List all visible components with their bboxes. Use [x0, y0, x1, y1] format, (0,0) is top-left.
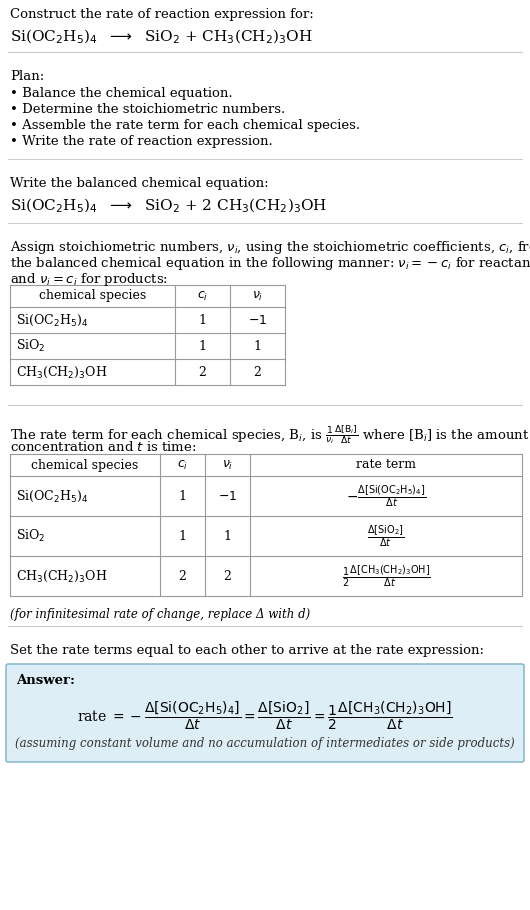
Text: • Determine the stoichiometric numbers.: • Determine the stoichiometric numbers.	[10, 103, 285, 116]
Text: 1: 1	[179, 490, 187, 502]
Text: concentration and $t$ is time:: concentration and $t$ is time:	[10, 440, 197, 454]
FancyBboxPatch shape	[6, 664, 524, 762]
Text: SiO$_2$: SiO$_2$	[16, 528, 46, 544]
Text: rate term: rate term	[356, 459, 416, 471]
Text: 1: 1	[179, 530, 187, 542]
Text: CH$_3$(CH$_2$)$_3$OH: CH$_3$(CH$_2$)$_3$OH	[16, 364, 108, 379]
Text: and $\nu_i = c_i$ for products:: and $\nu_i = c_i$ for products:	[10, 271, 168, 288]
Text: the balanced chemical equation in the following manner: $\nu_i = -c_i$ for react: the balanced chemical equation in the fo…	[10, 255, 530, 272]
Text: $-1$: $-1$	[218, 490, 237, 502]
Text: $\nu_i$: $\nu_i$	[252, 289, 263, 302]
Text: $-\frac{\Delta[\mathrm{Si(OC_2H_5)_4}]}{\Delta t}$: $-\frac{\Delta[\mathrm{Si(OC_2H_5)_4}]}{…	[346, 483, 426, 509]
Text: $\nu_i$: $\nu_i$	[222, 459, 233, 471]
Text: 1: 1	[224, 530, 232, 542]
Text: • Write the rate of reaction expression.: • Write the rate of reaction expression.	[10, 135, 273, 148]
Text: 1: 1	[253, 339, 261, 352]
Text: chemical species: chemical species	[31, 459, 139, 471]
Text: Write the balanced chemical equation:: Write the balanced chemical equation:	[10, 177, 269, 190]
Text: Construct the rate of reaction expression for:: Construct the rate of reaction expressio…	[10, 8, 314, 21]
Text: 2: 2	[224, 570, 232, 582]
Text: • Balance the chemical equation.: • Balance the chemical equation.	[10, 87, 233, 100]
Text: $\frac{1}{2}\frac{\Delta[\mathrm{CH_3(CH_2)_3OH}]}{\Delta t}$: $\frac{1}{2}\frac{\Delta[\mathrm{CH_3(CH…	[341, 563, 430, 589]
Text: (for infinitesimal rate of change, replace Δ with d): (for infinitesimal rate of change, repla…	[10, 608, 310, 621]
Text: CH$_3$(CH$_2$)$_3$OH: CH$_3$(CH$_2$)$_3$OH	[16, 569, 108, 583]
Text: Si(OC$_2$H$_5$)$_4$: Si(OC$_2$H$_5$)$_4$	[16, 489, 88, 503]
Text: Plan:: Plan:	[10, 70, 44, 83]
Text: rate $= -\dfrac{\Delta[\mathrm{Si(OC_2H_5)_4}]}{\Delta t} = \dfrac{\Delta[\mathr: rate $= -\dfrac{\Delta[\mathrm{Si(OC_2H_…	[77, 700, 453, 733]
Text: The rate term for each chemical species, B$_i$, is $\frac{1}{\nu_i}\frac{\Delta[: The rate term for each chemical species,…	[10, 423, 529, 446]
Text: $c_i$: $c_i$	[177, 459, 188, 471]
Text: Set the rate terms equal to each other to arrive at the rate expression:: Set the rate terms equal to each other t…	[10, 644, 484, 657]
Text: 2: 2	[199, 366, 207, 379]
Text: SiO$_2$: SiO$_2$	[16, 338, 46, 354]
Text: (assuming constant volume and no accumulation of intermediates or side products): (assuming constant volume and no accumul…	[15, 737, 515, 750]
Text: Si(OC$_2$H$_5$)$_4$  $\longrightarrow$  SiO$_2$ + CH$_3$(CH$_2$)$_3$OH: Si(OC$_2$H$_5$)$_4$ $\longrightarrow$ Si…	[10, 28, 313, 46]
Text: • Assemble the rate term for each chemical species.: • Assemble the rate term for each chemic…	[10, 119, 360, 132]
Text: chemical species: chemical species	[39, 289, 146, 302]
Text: Si(OC$_2$H$_5$)$_4$: Si(OC$_2$H$_5$)$_4$	[16, 312, 88, 328]
Text: $c_i$: $c_i$	[197, 289, 208, 302]
Text: Answer:: Answer:	[16, 674, 75, 687]
Text: 2: 2	[179, 570, 187, 582]
Text: 1: 1	[199, 339, 207, 352]
Text: $-1$: $-1$	[248, 314, 267, 327]
Text: 2: 2	[253, 366, 261, 379]
Text: $\frac{\Delta[\mathrm{SiO_2}]}{\Delta t}$: $\frac{\Delta[\mathrm{SiO_2}]}{\Delta t}…	[367, 523, 405, 549]
Text: Assign stoichiometric numbers, $\nu_i$, using the stoichiometric coefficients, $: Assign stoichiometric numbers, $\nu_i$, …	[10, 239, 530, 256]
Text: 1: 1	[199, 314, 207, 327]
Text: Si(OC$_2$H$_5$)$_4$  $\longrightarrow$  SiO$_2$ + 2 CH$_3$(CH$_2$)$_3$OH: Si(OC$_2$H$_5$)$_4$ $\longrightarrow$ Si…	[10, 197, 328, 216]
